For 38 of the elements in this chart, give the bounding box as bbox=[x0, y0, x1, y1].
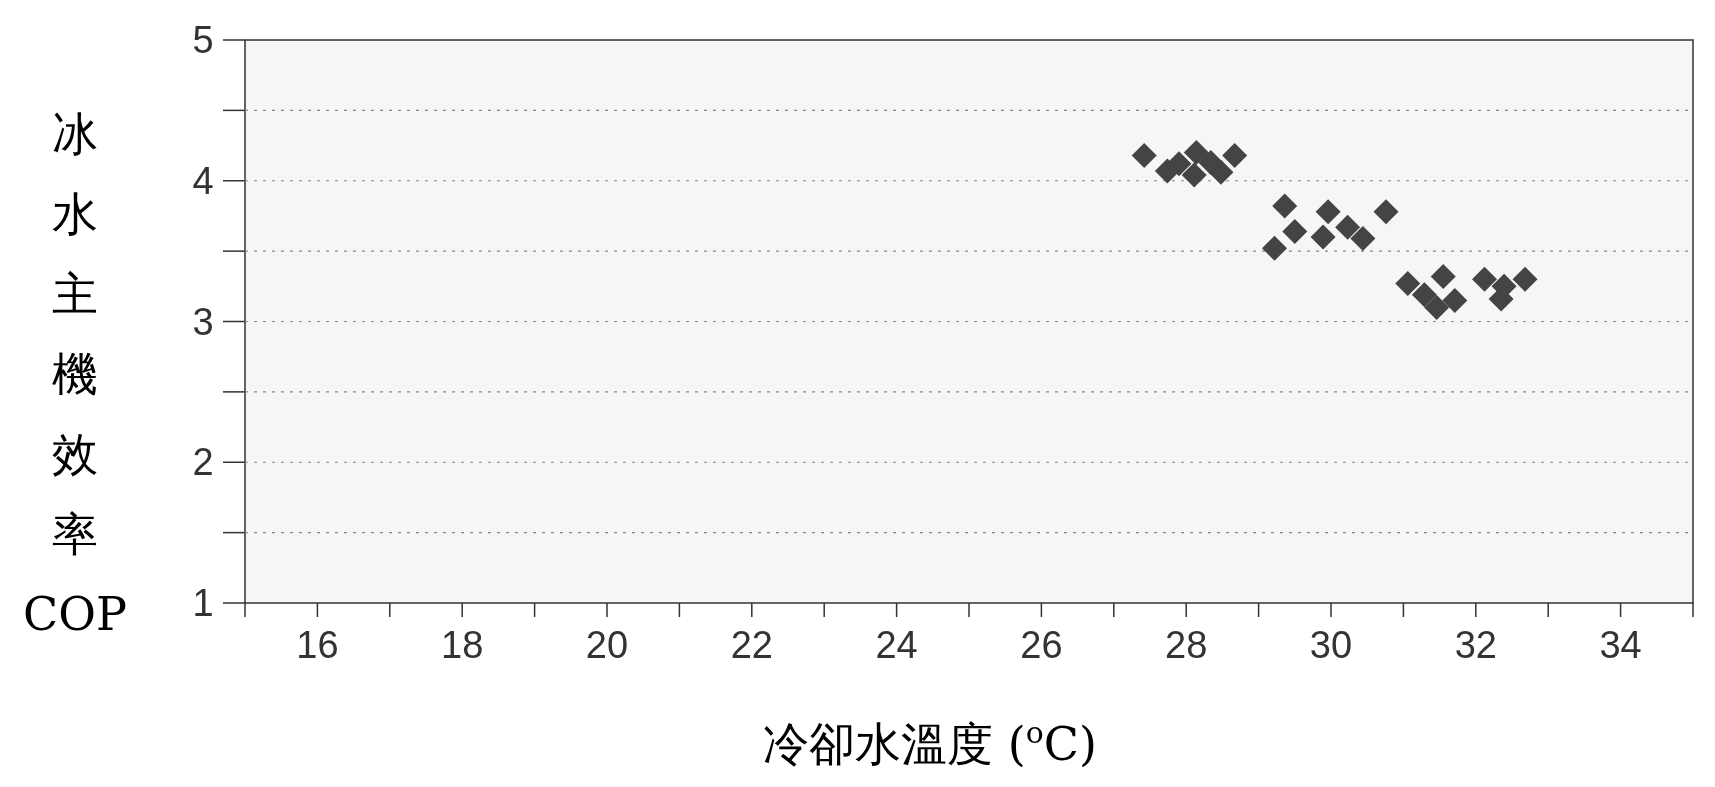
x-axis-title: 冷卻水溫度 ($^{o}$C) bbox=[763, 714, 1097, 771]
point bbox=[1373, 199, 1399, 225]
point bbox=[1198, 149, 1224, 175]
point bbox=[1262, 235, 1288, 261]
point bbox=[1315, 199, 1341, 225]
point bbox=[1282, 218, 1308, 244]
point bbox=[1181, 162, 1207, 188]
point bbox=[1183, 140, 1209, 166]
point bbox=[1166, 151, 1192, 177]
point bbox=[1442, 287, 1468, 313]
point bbox=[1222, 142, 1248, 168]
x-tick-label: 28 bbox=[1165, 624, 1208, 666]
y-tick-label: 4 bbox=[192, 159, 214, 202]
x-tick-label: 32 bbox=[1454, 624, 1497, 666]
x-tick-label: 16 bbox=[296, 624, 339, 666]
point bbox=[1430, 263, 1456, 289]
x-tick-label: 26 bbox=[1020, 624, 1063, 666]
y-tick-label: 5 bbox=[192, 19, 214, 61]
x-tick-label: 24 bbox=[875, 624, 918, 666]
point bbox=[1272, 193, 1298, 219]
point bbox=[1512, 266, 1538, 292]
x-tick-label: 30 bbox=[1309, 624, 1353, 666]
x-tick-label: 18 bbox=[441, 624, 484, 666]
y-tick-label: 2 bbox=[192, 441, 214, 484]
x-tick-label: 34 bbox=[1599, 624, 1642, 666]
x-tick-label: 20 bbox=[585, 624, 629, 666]
point bbox=[1471, 266, 1497, 292]
point bbox=[1310, 224, 1336, 250]
point bbox=[1395, 271, 1421, 296]
point bbox=[1131, 142, 1157, 168]
point bbox=[1335, 214, 1361, 240]
y-axis-title: 冰水主機效率COP bbox=[23, 107, 127, 641]
point bbox=[1350, 225, 1376, 251]
point bbox=[1424, 294, 1450, 320]
y-tick-label: 1 bbox=[192, 582, 214, 624]
x-tick-label: 22 bbox=[730, 624, 773, 666]
y-tick-label: 3 bbox=[192, 300, 214, 343]
point bbox=[1411, 282, 1437, 308]
